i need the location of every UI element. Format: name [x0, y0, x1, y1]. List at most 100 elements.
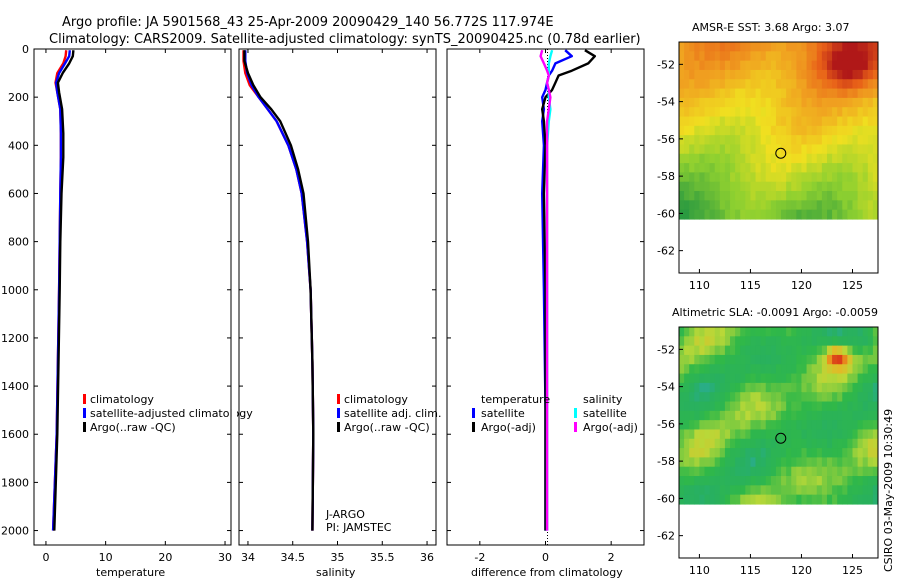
heatmap-cell: [704, 382, 711, 393]
heatmap-cell: [781, 97, 787, 108]
heatmap-cell: [847, 457, 854, 468]
heatmap-cell: [806, 494, 813, 505]
heatmap-cell: [806, 410, 813, 421]
heatmap-cell: [786, 354, 792, 365]
heatmap-cell: [735, 476, 741, 486]
heatmap-cell: [679, 69, 685, 80]
heatmap-cell: [765, 401, 772, 412]
heatmap-cell: [770, 382, 777, 393]
heatmap-cell: [694, 354, 701, 365]
series-line-argo-raw-qc: [53, 50, 75, 531]
heatmap-cell: [694, 97, 701, 108]
heatmap-cell: [735, 364, 741, 375]
heatmap-cell: [857, 107, 864, 118]
heatmap-cell: [679, 420, 685, 431]
heatmap-cell: [745, 327, 752, 337]
heatmap-cell: [862, 153, 869, 164]
heatmap-cell: [684, 153, 690, 164]
heatmap-cell: [679, 345, 685, 356]
heatmap-cell: [730, 354, 736, 365]
heatmap-cell: [837, 476, 843, 486]
heatmap-cell: [699, 153, 706, 164]
heatmap-cell: [704, 51, 711, 62]
heatmap-cell: [832, 107, 838, 118]
legend-swatch-argo: [337, 422, 340, 432]
heatmap-cell: [786, 97, 792, 108]
heatmap-cell: [811, 494, 818, 505]
legend-swatch-temp-satellite: [472, 408, 475, 418]
heatmap-cell: [714, 163, 721, 173]
heatmap-cell: [679, 191, 685, 201]
heatmap-cell: [847, 429, 854, 440]
heatmap-cell: [806, 327, 813, 337]
heatmap-cell: [867, 125, 874, 136]
heatmap-cell: [755, 392, 762, 403]
heatmap-cell: [852, 88, 859, 99]
heatmap-cell: [862, 79, 869, 90]
heatmap-cell: [811, 116, 818, 127]
heatmap-cell: [730, 144, 736, 155]
heatmap-cell: [852, 172, 859, 183]
heatmap-cell: [791, 153, 797, 164]
heatmap-cell: [832, 345, 838, 356]
heatmap-cell: [781, 438, 787, 449]
heatmap-cell: [689, 60, 695, 71]
heatmap-cell: [837, 69, 843, 80]
heatmap-cell: [760, 327, 767, 337]
heatmap-cell: [740, 125, 746, 136]
heatmap-cell: [847, 51, 854, 62]
heatmap-cell: [862, 438, 869, 449]
heatmap-cell: [684, 172, 690, 183]
argo-float-marker: [775, 147, 787, 159]
heatmap-cell: [847, 153, 854, 164]
heatmap-cell: [872, 336, 878, 347]
heatmap-cell: [801, 420, 808, 431]
heatmap-cell: [694, 420, 701, 431]
heatmap-cell: [704, 209, 711, 220]
heatmap-cell: [755, 107, 762, 118]
heatmap-cell: [714, 209, 721, 220]
heatmap-cell: [730, 345, 736, 356]
heatmap-cell: [760, 135, 767, 146]
heatmap-cell: [745, 457, 752, 468]
heatmap-cell: [796, 448, 803, 458]
heatmap-cell: [791, 69, 797, 80]
heatmap-cell: [694, 200, 701, 211]
heatmap-cell: [857, 448, 864, 458]
heatmap-cell: [714, 429, 721, 440]
heatmap-cell: [709, 494, 716, 505]
heatmap-cell: [832, 163, 838, 173]
heatmap-cell: [806, 373, 813, 384]
heatmap-cell: [852, 373, 859, 384]
heatmap-cell: [816, 336, 823, 347]
heatmap-cell: [786, 163, 792, 173]
heatmap-cell: [826, 401, 833, 412]
heatmap-cell: [719, 97, 726, 108]
heatmap-cell: [791, 466, 797, 477]
heatmap-cell: [719, 163, 726, 173]
heatmap-cell: [755, 172, 762, 183]
heatmap-cell: [740, 144, 746, 155]
heatmap-cell: [821, 485, 828, 496]
heatmap-cell: [745, 200, 752, 211]
heatmap-cell: [806, 382, 813, 393]
heatmap-cell: [857, 401, 864, 412]
heatmap-cell: [801, 42, 808, 52]
heatmap-cell: [694, 448, 701, 458]
heatmap-cell: [724, 420, 731, 431]
heatmap-cell: [750, 116, 757, 127]
heatmap-cell: [724, 466, 731, 477]
heatmap-cell: [714, 327, 721, 337]
heatmap-cell: [760, 42, 767, 52]
heatmap-cell: [781, 494, 787, 505]
heatmap-cell: [847, 181, 854, 192]
heatmap-cell: [750, 476, 757, 486]
heatmap-cell: [826, 485, 833, 496]
heatmap-cell: [857, 42, 864, 52]
heatmap-cell: [862, 420, 869, 431]
heatmap-cell: [694, 209, 701, 220]
heatmap-cell: [857, 191, 864, 201]
heatmap-cell: [847, 60, 854, 71]
heatmap-cell: [867, 392, 874, 403]
heatmap-cell: [724, 135, 731, 146]
